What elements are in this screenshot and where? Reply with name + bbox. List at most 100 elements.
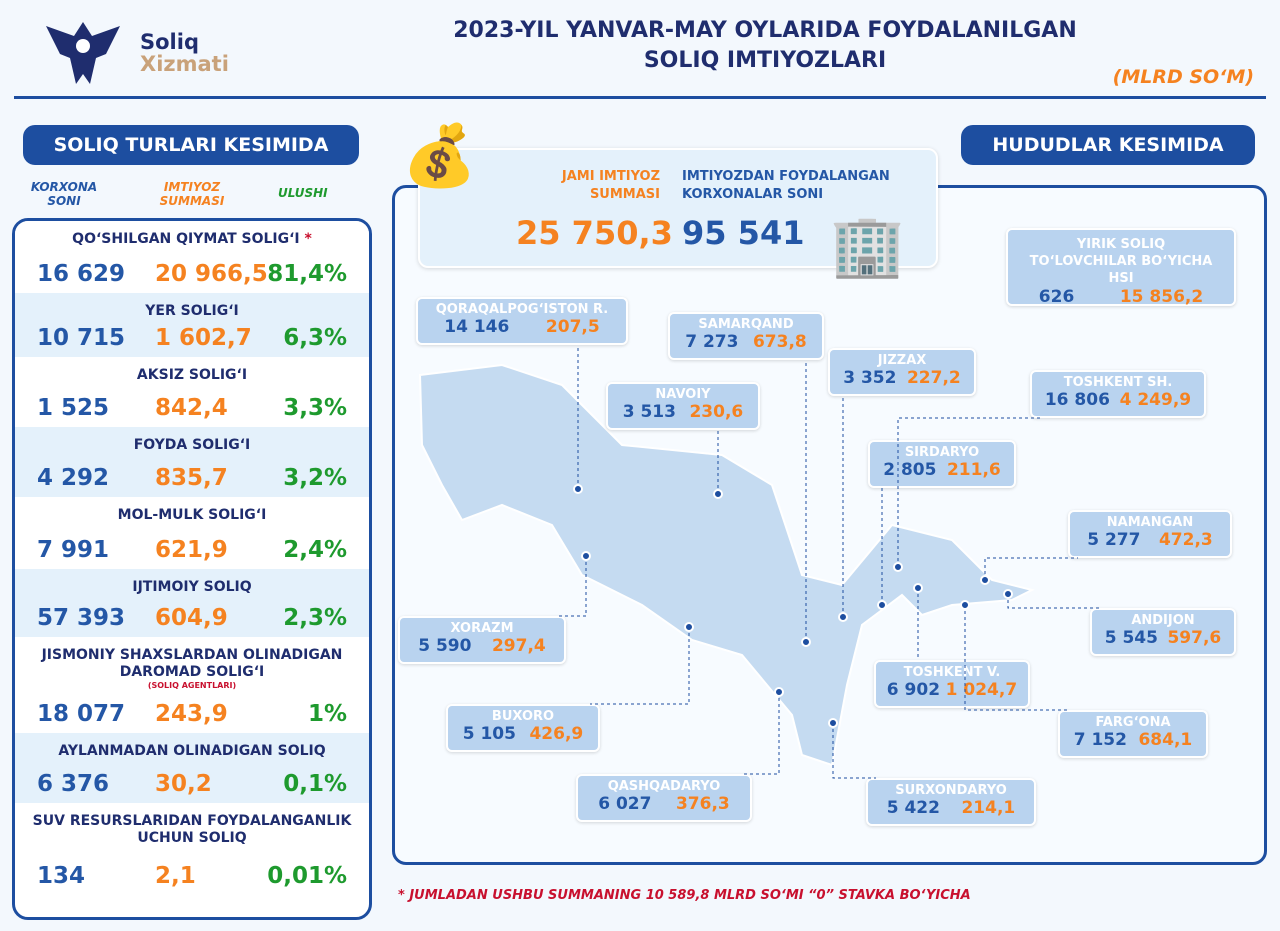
total-value: 25 750,3 bbox=[516, 214, 673, 252]
eagle-logo-icon bbox=[46, 22, 120, 84]
region-box: NAVOIY 3 513 230,6 bbox=[606, 382, 760, 430]
title-line-2: SOLIQ IMTIYOZLARI bbox=[643, 48, 887, 73]
tax-sum: 835,7 bbox=[155, 465, 228, 491]
col-header-share: ULUSHI bbox=[278, 186, 328, 200]
footnote: * JUMLADAN USHBU SUMMANING 10 589,8 MLRD… bbox=[398, 888, 971, 903]
tax-share: 0,1% bbox=[283, 771, 347, 797]
tax-share: 2,3% bbox=[283, 605, 347, 631]
tax-name-text: FOYDA SOLIG‘I bbox=[133, 437, 251, 453]
region-name: FARG‘ONA bbox=[1095, 715, 1171, 730]
region-name: NAMANGAN bbox=[1106, 515, 1194, 530]
region-sum: 597,6 bbox=[1167, 628, 1222, 648]
tax-name: FOYDA SOLIG‘I bbox=[15, 427, 369, 454]
tax-name-text: QO‘SHILGAN QIYMAT SOLIG‘I bbox=[72, 231, 300, 247]
tax-name: QO‘SHILGAN QIYMAT SOLIG‘I * bbox=[15, 221, 369, 248]
region-box: FARG‘ONA 7 152 684,1 bbox=[1058, 710, 1208, 758]
region-box: TOSHKENT SH. 16 806 4 249,9 bbox=[1030, 370, 1206, 418]
region-marker bbox=[980, 575, 990, 585]
region-sum: 214,1 bbox=[961, 798, 1016, 818]
region-count: 6 902 bbox=[886, 680, 941, 700]
region-name: SIRDARYO bbox=[904, 445, 980, 460]
region-name: QORAQALPOG‘ISTON R. bbox=[435, 302, 609, 317]
tax-name-text: IJTIMOIY SOLIQ bbox=[132, 579, 252, 595]
tax-row: AYLANMADAN OLINADIGAN SOLIQ 6 376 30,2 0,… bbox=[15, 733, 369, 803]
region-box: TOSHKENT V. 6 902 1 024,7 bbox=[874, 660, 1030, 708]
tax-sum: 842,4 bbox=[155, 395, 228, 421]
map-shape bbox=[418, 363, 1035, 767]
tax-count: 57 393 bbox=[37, 605, 126, 631]
tax-count: 7 991 bbox=[37, 537, 110, 563]
tax-row: FOYDA SOLIG‘I 4 292 835,7 3,2% bbox=[15, 427, 369, 497]
region-marker bbox=[1003, 589, 1013, 599]
tax-sum: 20 966,5 bbox=[155, 261, 268, 287]
tax-row: AKSIZ SOLIG‘I 1 525 842,4 3,3% bbox=[15, 357, 369, 427]
tax-name-text: SUV RESURSLARIDAN FOYDALANGANLIK UCHUN S… bbox=[32, 813, 352, 846]
region-sum: 297,4 bbox=[491, 636, 546, 656]
region-count: 16 806 bbox=[1044, 390, 1110, 410]
region-sum: 230,6 bbox=[689, 402, 744, 422]
region-marker bbox=[893, 562, 903, 572]
tax-share: 3,2% bbox=[283, 465, 347, 491]
tax-note: (SOLIQ AGENTLARI) bbox=[147, 681, 237, 690]
tax-count: 1 525 bbox=[37, 395, 110, 421]
tax-share: 1% bbox=[307, 701, 347, 727]
region-box: XORAZM 5 590 297,4 bbox=[398, 616, 566, 664]
region-name: BUXORO bbox=[491, 709, 555, 724]
coins-icon: 💰 bbox=[402, 121, 477, 191]
col-header-sum: IMTIYOZ SUMMASI bbox=[159, 180, 225, 208]
region-marker bbox=[684, 622, 694, 632]
large-sum: 15 856,2 bbox=[1119, 287, 1204, 307]
tax-share: 2,4% bbox=[283, 537, 347, 563]
tax-name-text: JISMONIY SHAXSLARDAN OLINADIGAN DAROMAD … bbox=[41, 647, 343, 680]
region-count: 7 152 bbox=[1073, 730, 1127, 750]
tax-row: MOL-MULK SOLIG‘I 7 991 621,9 2,4% bbox=[15, 497, 369, 569]
region-sum: 227,2 bbox=[906, 368, 961, 388]
tax-count: 16 629 bbox=[37, 261, 126, 287]
tax-row: QO‘SHILGAN QIYMAT SOLIG‘I * 16 629 20 966… bbox=[15, 221, 369, 293]
uzbekistan-map bbox=[418, 363, 1035, 767]
tax-share: 0,01% bbox=[267, 863, 347, 889]
region-marker bbox=[713, 489, 723, 499]
region-sum: 684,1 bbox=[1138, 730, 1193, 750]
region-marker bbox=[581, 551, 591, 561]
region-name: SAMARQAND bbox=[698, 317, 794, 332]
region-box: QORAQALPOG‘ISTON R. 14 146 207,5 bbox=[416, 297, 628, 345]
region-count: 7 273 bbox=[685, 332, 739, 352]
region-name: SURXONDARYO bbox=[895, 783, 1007, 798]
region-sum: 207,5 bbox=[545, 317, 600, 337]
tax-row: SUV RESURSLARIDAN FOYDALANGANLIK UCHUN S… bbox=[15, 803, 369, 895]
region-name: TOSHKENT V. bbox=[903, 665, 1001, 680]
region-marker bbox=[828, 718, 838, 728]
section-regions-header: HUDUDLAR KESIMIDA bbox=[961, 125, 1255, 165]
tax-count: 10 715 bbox=[37, 325, 126, 351]
tax-count: 18 077 bbox=[37, 701, 126, 727]
tax-share: 81,4% bbox=[267, 261, 347, 287]
region-marker bbox=[838, 612, 848, 622]
tax-share: 3,3% bbox=[283, 395, 347, 421]
region-marker bbox=[573, 484, 583, 494]
tax-sum: 2,1 bbox=[155, 863, 196, 889]
region-name: TOSHKENT SH. bbox=[1063, 375, 1173, 390]
region-name: XORAZM bbox=[450, 621, 514, 636]
tax-name-text: AYLANMADAN OLINADIGAN SOLIQ bbox=[58, 743, 326, 759]
tax-name: AKSIZ SOLIG‘I bbox=[15, 357, 369, 384]
logo: Soliq Xizmati bbox=[40, 14, 240, 90]
region-count: 3 513 bbox=[622, 402, 676, 422]
tax-row: IJTIMOIY SOLIQ 57 393 604,9 2,3% bbox=[15, 569, 369, 637]
region-name: ANDIJON bbox=[1131, 613, 1195, 628]
region-box: ANDIJON 5 545 597,6 bbox=[1090, 608, 1236, 656]
region-sum: 426,9 bbox=[529, 724, 584, 744]
firms-value: 95 541 bbox=[682, 214, 805, 252]
tax-count: 4 292 bbox=[37, 465, 110, 491]
region-name: NAVOIY bbox=[655, 387, 711, 402]
tax-name: AYLANMADAN OLINADIGAN SOLIQ bbox=[15, 733, 369, 760]
tax-row: JISMONIY SHAXSLARDAN OLINADIGAN DAROMAD … bbox=[15, 637, 369, 733]
tax-name: JISMONIY SHAXSLARDAN OLINADIGAN DAROMAD … bbox=[15, 637, 369, 690]
large-count: 626 bbox=[1038, 287, 1075, 307]
tax-name: IJTIMOIY SOLIQ bbox=[15, 569, 369, 596]
tax-name-text: MOL-MULK SOLIG‘I bbox=[117, 507, 267, 523]
region-sum: 673,8 bbox=[752, 332, 807, 352]
large-taxpayers-box: YIRIK SOLIQ TO‘LOVCHILAR BO‘YICHA HSI 62… bbox=[1006, 228, 1236, 307]
tax-sum: 604,9 bbox=[155, 605, 228, 631]
tax-sum: 621,9 bbox=[155, 537, 228, 563]
